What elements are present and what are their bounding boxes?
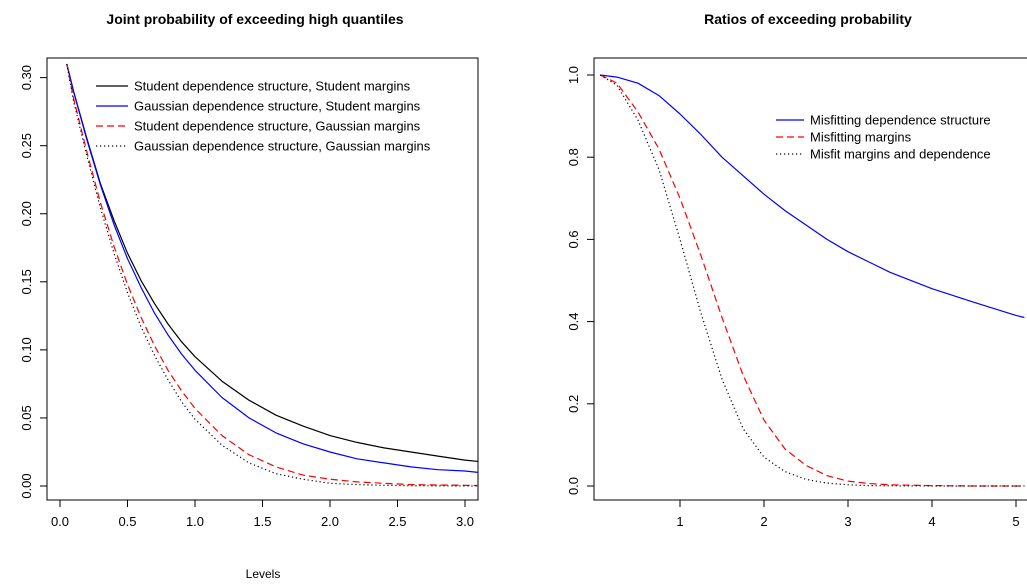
x-tick-label: 4	[928, 514, 935, 529]
x-tick-label: 1.5	[253, 514, 271, 529]
right-chart-title: Ratios of exceeding probability	[704, 11, 912, 27]
series-line-3	[66, 63, 478, 487]
left-y-axis: 0.00 0.05 0.10 0.15 0.20 0.25 0.30	[19, 65, 47, 499]
legend-label-1: Misfitting dependence structure	[810, 113, 991, 128]
y-tick-label: 0.05	[19, 405, 34, 430]
series-line-1	[66, 63, 478, 463]
x-tick-label: 5	[1012, 514, 1019, 529]
y-tick-label: 0.8	[566, 148, 581, 166]
x-tick-label: 0.0	[51, 514, 69, 529]
y-tick-label: 1.0	[566, 66, 581, 84]
y-tick-label: 0.2	[566, 395, 581, 413]
legend-label-3: Misfit margins and dependence	[810, 147, 991, 162]
right-series-lines	[599, 74, 1025, 487]
y-tick-label: 0.20	[19, 201, 34, 226]
legend-label-2: Misfitting margins	[810, 130, 912, 145]
legend-label-3: Student dependence structure, Gaussian m…	[134, 119, 421, 134]
y-tick-label: 0.15	[19, 269, 34, 294]
series-line-1	[600, 74, 1025, 319]
y-tick-label: 0.10	[19, 337, 34, 362]
right-chart-panel: Ratios of exceeding probability 1 2 3 4 5 0.…	[566, 11, 1027, 529]
series-line-2	[599, 74, 1025, 487]
x-tick-label: 0.5	[118, 514, 136, 529]
legend-label-2: Gaussian dependence structure, Student m…	[134, 99, 421, 114]
left-chart-panel: Joint probability of exceeding high quan…	[19, 11, 479, 581]
left-legend: Student dependence structure, Student ma…	[96, 79, 431, 154]
x-tick-label: 2	[760, 514, 767, 529]
right-x-axis: 1 2 3 4 5	[676, 499, 1020, 529]
legend-label-1: Student dependence structure, Student ma…	[134, 79, 411, 94]
x-tick-label: 2.5	[388, 514, 406, 529]
series-line-2	[66, 63, 478, 473]
left-x-axis-label: Levels	[246, 567, 281, 581]
series-line-3	[599, 74, 1025, 487]
y-tick-label: 0.0	[566, 477, 581, 495]
y-tick-label: 0.30	[19, 65, 34, 90]
y-tick-label: 0.00	[19, 473, 34, 498]
right-legend: Misfitting dependence structure Misfittin…	[776, 113, 991, 162]
x-tick-label: 1	[676, 514, 683, 529]
y-tick-label: 0.25	[19, 133, 34, 158]
x-tick-label: 2.0	[321, 514, 339, 529]
left-x-axis: 0.0 0.5 1.0 1.5 2.0 2.5 3.0	[51, 499, 474, 529]
left-chart-title: Joint probability of exceeding high quan…	[106, 11, 403, 27]
left-series-lines	[66, 63, 478, 487]
y-tick-label: 0.6	[566, 230, 581, 248]
y-tick-label: 0.4	[566, 313, 581, 331]
x-tick-label: 1.0	[186, 514, 204, 529]
x-tick-label: 3	[844, 514, 851, 529]
right-y-axis: 0.0 0.2 0.4 0.6 0.8 1.0	[566, 66, 594, 495]
legend-label-4: Gaussian dependence structure, Gaussian …	[134, 139, 431, 154]
x-tick-label: 3.0	[456, 514, 474, 529]
